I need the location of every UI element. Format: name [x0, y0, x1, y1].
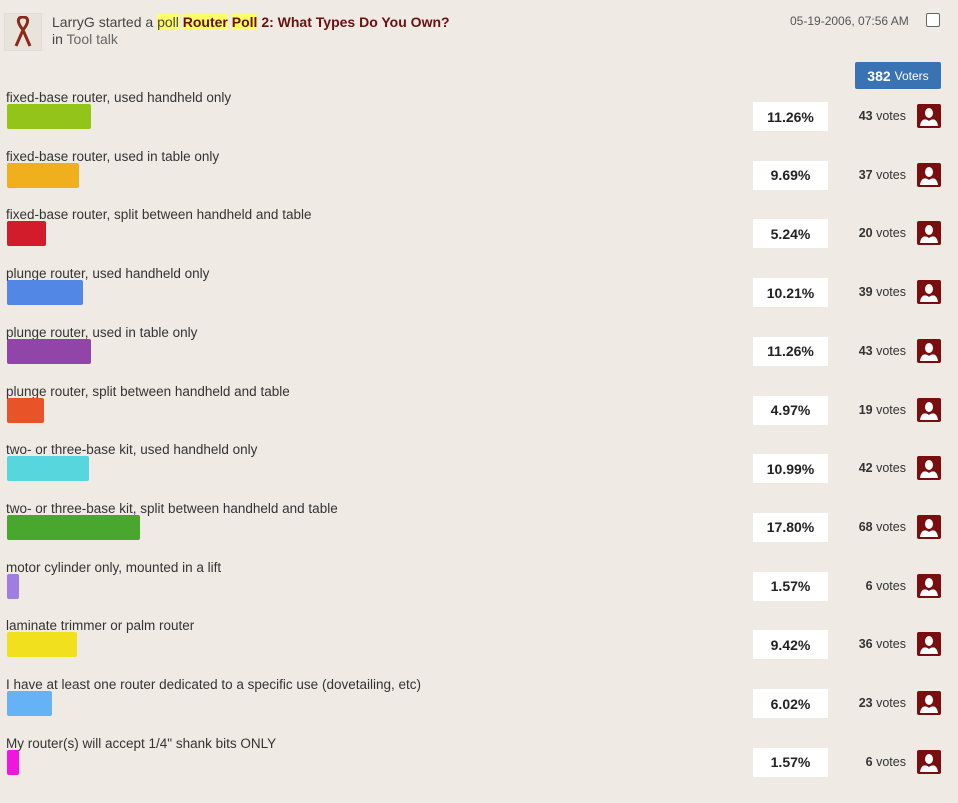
result-bar	[7, 104, 91, 129]
voters-list-icon[interactable]	[917, 632, 941, 657]
option-label: motor cylinder only, mounted in a lift	[6, 559, 222, 575]
percent-value: 9.69%	[753, 160, 828, 190]
option-label: two- or three-base kit, used handheld on…	[6, 442, 258, 458]
result-bar	[7, 691, 52, 716]
poll-word: poll	[157, 14, 179, 30]
result-bar	[7, 514, 140, 540]
forum-link[interactable]: Tool talk	[66, 31, 118, 47]
poll-option: laminate trimmer or palm router 9.42% 36…	[0, 618, 958, 676]
option-label: plunge router, used handheld only	[6, 266, 210, 282]
voters-list-icon[interactable]	[917, 691, 941, 715]
vote-count: 23 votes	[858, 696, 906, 710]
vote-count: 39 votes	[858, 285, 906, 300]
poll-option: plunge router, used in table only 11.26%…	[0, 325, 958, 383]
option-label: My router(s) will accept 1/4" shank bits…	[6, 735, 277, 751]
poll-option: My router(s) will accept 1/4" shank bits…	[0, 736, 958, 794]
percent-value: 17.80%	[753, 512, 828, 542]
option-label: fixed-base router, used handheld only	[6, 90, 232, 105]
poll-option: two- or three-base kit, used handheld on…	[0, 442, 958, 500]
poll-title-link[interactable]: Router Poll 2: What Types Do You Own?	[182, 14, 450, 30]
voters-list-icon[interactable]	[917, 573, 941, 598]
vote-count: 19 votes	[858, 402, 906, 417]
post-date: 05-19-2006, 07:56 AM	[790, 14, 909, 28]
option-label: fixed-base router, used in table only	[6, 148, 220, 164]
percent-value: 5.24%	[753, 219, 828, 249]
action-text: started a	[98, 14, 154, 30]
voters-list-icon[interactable]	[917, 514, 941, 539]
percent-value: 10.21%	[753, 278, 828, 308]
poll-option: I have at least one router dedicated to …	[0, 677, 958, 735]
voters-list-icon[interactable]	[917, 162, 941, 187]
vote-count: 20 votes	[858, 226, 906, 241]
result-bar	[7, 338, 91, 364]
vote-count: 36 votes	[858, 637, 906, 652]
voters-list-icon[interactable]	[917, 749, 941, 774]
percent-value: 9.42%	[753, 630, 828, 660]
result-bar	[7, 397, 45, 423]
option-label: fixed-base router, split between handhel…	[6, 207, 312, 223]
result-bar	[7, 162, 80, 188]
result-bar	[7, 573, 19, 599]
username-link[interactable]: LarryG	[52, 14, 95, 30]
percent-value: 11.26%	[753, 102, 828, 131]
percent-value: 4.97%	[753, 395, 828, 425]
result-bar	[7, 456, 89, 482]
voters-list-icon[interactable]	[917, 280, 941, 305]
option-label: laminate trimmer or palm router	[6, 618, 195, 634]
voters-badge: 382 Voters	[855, 62, 941, 89]
percent-value: 6.02%	[753, 689, 828, 718]
ribbon-icon	[14, 16, 32, 47]
poll-option: fixed-base router, split between handhel…	[0, 207, 958, 265]
option-label: two- or three-base kit, split between ha…	[6, 500, 338, 516]
result-bar	[7, 749, 19, 775]
vote-count: 43 votes	[858, 343, 906, 358]
voters-list-icon[interactable]	[917, 104, 941, 128]
percent-value: 10.99%	[753, 454, 828, 484]
poll-option: two- or three-base kit, split between ha…	[0, 501, 958, 559]
vote-count: 43 votes	[858, 109, 906, 123]
voters-list-icon[interactable]	[917, 221, 941, 246]
voters-list-icon[interactable]	[917, 338, 941, 363]
percent-value: 1.57%	[753, 571, 828, 601]
vote-count: 6 votes	[865, 754, 906, 769]
poll-header: LarryG started a poll Router Poll 2: Wha…	[52, 14, 450, 48]
poll-option: plunge router, used handheld only 10.21%…	[0, 266, 958, 324]
voters-list-icon[interactable]	[917, 456, 941, 481]
poll-option: motor cylinder only, mounted in a lift 1…	[0, 560, 958, 618]
vote-count: 37 votes	[858, 167, 906, 182]
avatar[interactable]	[4, 13, 42, 51]
option-label: plunge router, used in table only	[6, 324, 198, 340]
select-checkbox[interactable]	[926, 13, 940, 27]
result-bar	[7, 221, 47, 247]
poll-option: plunge router, split between handheld an…	[0, 384, 958, 442]
vote-count: 42 votes	[858, 461, 906, 476]
poll-option: fixed-base router, used in table only 9.…	[0, 149, 958, 207]
option-label: plunge router, split between handheld an…	[6, 383, 290, 399]
in-label: in	[52, 31, 63, 47]
result-bar	[7, 280, 84, 306]
voters-list-icon[interactable]	[917, 397, 941, 422]
percent-value: 11.26%	[753, 336, 828, 366]
vote-count: 68 votes	[858, 519, 906, 534]
poll-option: fixed-base router, used handheld only 11…	[0, 90, 958, 148]
result-bar	[7, 632, 78, 658]
option-label: I have at least one router dedicated to …	[6, 677, 421, 692]
vote-count: 6 votes	[865, 578, 906, 593]
percent-value: 1.57%	[753, 747, 828, 777]
